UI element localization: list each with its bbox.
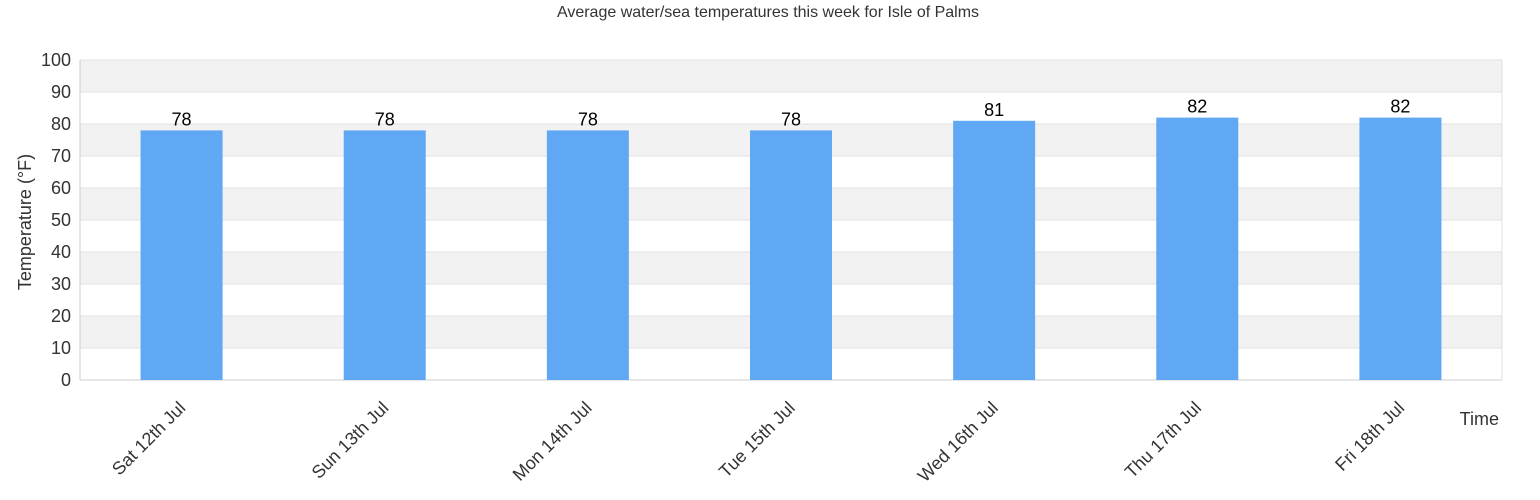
x-tick-label: Thu 17th Jul [1121, 398, 1205, 482]
data-label: 82 [1187, 97, 1207, 117]
y-tick-label: 0 [61, 370, 71, 390]
y-tick-labels: 0 10 20 30 40 50 60 70 80 90 100 [41, 50, 71, 390]
plot-band [80, 60, 1502, 92]
bar [750, 130, 832, 380]
x-tick-label: Sat 12th Jul [108, 398, 189, 479]
y-tick-label: 20 [51, 306, 71, 326]
y-tick-label: 50 [51, 210, 71, 230]
x-tick-label: Sun 13th Jul [308, 398, 393, 483]
chart-title: Average water/sea temperatures this week… [557, 4, 979, 21]
bar [1359, 117, 1442, 380]
y-tick-label: 30 [51, 274, 71, 294]
y-tick-label: 40 [51, 242, 71, 262]
x-tick-label: Tue 15th Jul [715, 398, 799, 482]
y-tick-label: 70 [51, 146, 71, 166]
x-tick-label: Fri 18th Jul [1331, 398, 1408, 475]
data-label: 78 [172, 109, 192, 129]
data-label: 78 [781, 109, 801, 129]
bar [1156, 117, 1239, 380]
bar [546, 130, 629, 380]
x-tick-label: Wed 16th Jul [914, 398, 1002, 486]
bar [140, 130, 223, 380]
bar [343, 130, 426, 380]
data-labels: 78 78 78 78 81 82 82 [172, 97, 1411, 130]
data-label: 82 [1390, 97, 1410, 117]
data-label: 81 [984, 100, 1004, 120]
y-tick-label: 90 [51, 82, 71, 102]
data-label: 78 [578, 109, 598, 129]
y-tick-label: 80 [51, 114, 71, 134]
x-tick-labels: Sat 12th Jul Sun 13th Jul Mon 14th Jul Tue … [108, 398, 1408, 486]
bars [140, 117, 1442, 381]
bar [953, 120, 1036, 381]
x-axis-label: Time [1460, 409, 1499, 429]
y-tick-label: 100 [41, 50, 71, 70]
data-label: 78 [375, 109, 395, 129]
y-tick-label: 60 [51, 178, 71, 198]
y-tick-label: 10 [51, 338, 71, 358]
x-tick-label: Mon 14th Jul [509, 398, 596, 485]
y-axis-label: Temperature (°F) [15, 154, 35, 290]
